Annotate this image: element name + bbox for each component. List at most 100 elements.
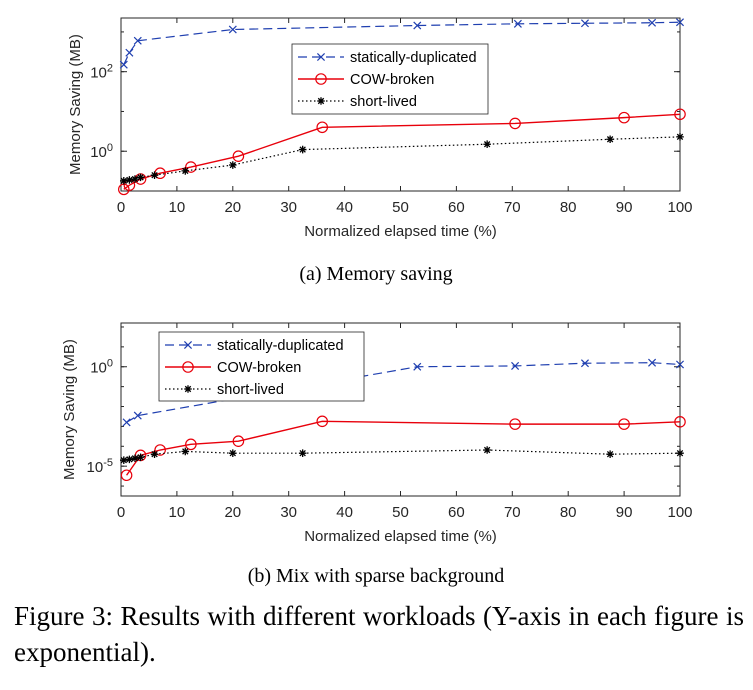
legend: statically-duplicated COW-broken short-liv…	[158, 331, 365, 402]
legend-label-dup: statically-duplicated	[217, 338, 344, 354]
sub-caption: (b) Mix with sparse background	[248, 565, 505, 587]
data-point-cow	[316, 415, 329, 428]
data-point-dup	[511, 361, 520, 370]
x-tick-label: 90	[616, 504, 633, 521]
x-tick-label: 40	[336, 199, 353, 216]
data-point-dup	[648, 358, 657, 367]
x-tick-label: 0	[117, 199, 125, 216]
legend-marker-short	[184, 385, 192, 393]
legend-marker-dup	[316, 52, 326, 62]
x-tick-label: 100	[667, 504, 692, 521]
data-point-cow	[120, 469, 133, 482]
data-point-short	[606, 450, 614, 458]
legend-label-short: short-lived	[350, 94, 417, 110]
y-tick-label: 10-5	[87, 457, 113, 476]
data-point-short	[125, 455, 134, 464]
legend-label-short: short-lived	[217, 382, 284, 398]
data-point-dup	[513, 19, 522, 28]
data-point-dup	[580, 359, 589, 368]
data-point-cow	[232, 150, 245, 162]
x-tick-label: 40	[336, 504, 353, 521]
data-point-short	[676, 133, 684, 141]
x-tick-label: 10	[169, 504, 186, 521]
data-point-dup	[648, 18, 657, 27]
chart-panel-a: 0 10 20 30 40 50 60 70 80 90 100 100 102 Normalized e…	[67, 17, 693, 285]
data-point-short	[181, 167, 190, 175]
x-axis-label: Normalized elapsed time (%)	[304, 223, 497, 240]
data-point-dup	[675, 360, 685, 369]
legend-marker-cow	[182, 361, 194, 373]
x-tick-label: 30	[280, 504, 297, 521]
data-point-dup	[228, 25, 237, 34]
data-point-dup	[413, 21, 422, 30]
data-point-short	[150, 171, 159, 179]
data-point-cow	[674, 416, 686, 428]
data-point-short	[229, 449, 237, 457]
legend-marker-cow	[315, 73, 327, 85]
data-point-short	[119, 177, 128, 185]
data-point-short	[181, 447, 190, 456]
legend-label-cow: COW-broken	[350, 72, 434, 88]
x-tick-label: 100	[667, 199, 692, 216]
x-tick-label: 50	[392, 199, 409, 216]
data-point-short	[131, 175, 139, 183]
data-point-dup	[413, 362, 422, 371]
legend-label-dup: statically-duplicated	[350, 50, 477, 66]
x-tick-label: 20	[224, 504, 241, 521]
x-tick-label: 20	[224, 199, 241, 216]
series-short	[119, 446, 684, 464]
legend-marker-dup	[183, 340, 193, 350]
data-point-short	[483, 140, 491, 149]
y-tick-label: 100	[90, 142, 113, 161]
sub-caption: (a) Memory saving	[299, 263, 452, 285]
series-line-cow	[126, 420, 681, 476]
x-tick-label: 80	[560, 199, 577, 216]
data-point-short	[298, 449, 307, 457]
data-point-dup	[133, 36, 142, 45]
data-point-dup	[580, 19, 589, 28]
data-point-short	[606, 135, 614, 144]
x-tick-label: 70	[504, 199, 521, 216]
x-tick-label: 90	[616, 199, 633, 216]
legend: statically-duplicated COW-broken short-liv…	[291, 43, 489, 115]
y-axis-label: Memory Saving (MB)	[61, 339, 78, 480]
data-point-cow	[185, 438, 197, 451]
data-point-cow	[509, 117, 521, 130]
data-point-short	[483, 446, 491, 454]
x-tick-label: 0	[117, 504, 125, 521]
x-tick-label: 60	[448, 504, 465, 521]
x-axis-label: Normalized elapsed time (%)	[304, 528, 497, 545]
legend-marker-short	[317, 97, 325, 105]
legend-label-cow: COW-broken	[217, 360, 301, 376]
data-point-dup	[133, 411, 142, 420]
data-point-dup	[675, 18, 685, 27]
y-tick-label: 100	[90, 358, 113, 377]
data-point-short	[119, 456, 128, 464]
data-point-cow	[618, 111, 630, 124]
y-tick-label: 102	[90, 63, 113, 82]
series-dup	[119, 18, 685, 69]
data-point-short	[125, 176, 134, 184]
x-tick-label: 70	[504, 504, 521, 521]
data-point-cow	[618, 418, 630, 430]
data-point-short	[136, 173, 145, 182]
data-point-short	[131, 454, 139, 463]
data-point-cow	[185, 161, 197, 173]
figure-caption: Figure 3: Results with different workloa…	[14, 601, 744, 667]
chart-panel-b: 0 10 20 30 40 50 60 70 80 90 100 10-5 100 Normalized …	[61, 322, 693, 587]
data-point-short	[676, 449, 684, 457]
data-point-short	[298, 145, 307, 154]
data-point-short	[150, 450, 159, 458]
data-point-dup	[122, 418, 131, 427]
data-point-cow	[154, 444, 166, 456]
data-point-short	[136, 453, 145, 462]
data-point-cow	[316, 121, 329, 134]
series-short	[119, 133, 684, 185]
y-axis-label: Memory Saving (MB)	[67, 34, 84, 175]
series-dup	[122, 358, 685, 427]
x-tick-label: 10	[169, 199, 186, 216]
data-point-dup	[125, 48, 134, 57]
x-tick-label: 50	[392, 504, 409, 521]
data-point-cow	[674, 108, 686, 121]
